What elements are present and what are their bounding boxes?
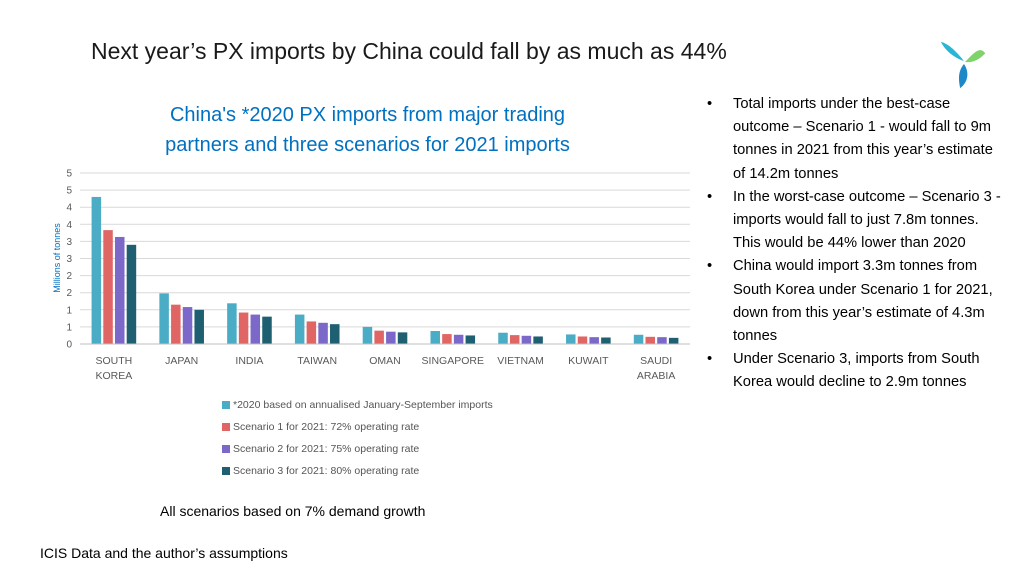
bar [238,312,249,344]
x-tick-label: VIETNAM [497,355,544,367]
bar [657,337,667,344]
legend-swatch [222,401,230,409]
bar [306,321,317,344]
legend-swatch [222,423,230,431]
bar [114,236,125,344]
bar [465,335,476,344]
y-tick-label: 5 [66,186,72,197]
x-tick-label: KUWAIT [568,355,609,367]
bar [633,334,644,344]
logo-petal-top [940,41,964,62]
bullet-item: Under Scenario 3, imports from South Kor… [705,348,1005,394]
y-tick-label: 5 [66,169,72,180]
legend-label: Scenario 1 for 2021: 72% operating rate [233,421,420,433]
bar [250,314,261,344]
y-tick-label: 1 [66,305,72,316]
x-tick-label: JAPAN [165,355,198,367]
bullet-item: In the worst-case outcome – Scenario 3 -… [705,186,1005,256]
bullet-list: Total imports under the best-case outcom… [705,93,1005,395]
y-tick-label: 2 [66,271,72,282]
source-note: ICIS Data and the author’s assumptions [40,545,288,561]
bullet-item: China would import 3.3m tonnes from Sout… [705,255,1005,348]
chart-title-line-2: partners and three scenarios for 2021 im… [165,134,570,156]
y-tick-label: 4 [66,203,72,214]
x-tick-label: OMAN [369,355,401,367]
y-axis-label: Millions of tonnes [52,223,62,293]
bar [577,336,588,344]
bar [159,293,169,344]
chart-title-line-1: China's *2020 PX imports from major trad… [169,104,566,126]
y-tick-label: 3 [66,254,72,265]
bar [318,322,328,344]
bar [374,330,384,344]
bar [171,304,181,344]
bar [645,336,656,344]
bar [397,332,408,344]
legend-item: Scenario 1 for 2021: 72% operating rate [222,416,493,438]
legend-item: Scenario 3 for 2021: 80% operating rate [222,460,493,482]
bar [589,337,599,344]
bar [509,335,520,344]
bar [194,309,204,344]
legend-label: *2020 based on annualised January-Septem… [233,399,493,411]
legend-label: Scenario 2 for 2021: 75% operating rate [233,443,420,455]
legend-swatch [222,445,230,453]
legend-swatch [222,467,230,475]
x-tick-label: KOREA [96,370,133,382]
x-tick-label: INDIA [235,355,263,367]
bar [566,334,576,344]
bar [262,316,272,344]
chart-legend: *2020 based on annualised January-Septem… [222,394,493,482]
bar [103,230,113,344]
bar [386,331,396,344]
chart-title: China's *2020 PX imports from major trad… [110,100,625,160]
bar [227,303,237,344]
bar [330,324,340,344]
bar [126,244,137,344]
bar [498,332,508,344]
bar [362,326,373,344]
bar [294,314,305,344]
y-tick-label: 2 [66,288,72,299]
bar [601,337,611,344]
legend-item: Scenario 2 for 2021: 75% operating rate [222,438,493,460]
bar [521,335,532,344]
bar [668,337,679,344]
bar [453,334,464,344]
x-tick-label: TAIWAN [297,355,337,367]
legend-label: Scenario 3 for 2021: 80% operating rate [233,465,420,477]
slide-title: Next year’s PX imports by China could fa… [91,38,727,64]
x-tick-label: SOUTH [96,355,133,367]
logo-petal-bottom [958,63,968,89]
x-tick-label: SAUDI [640,355,672,367]
tri-petal-logo-icon [940,41,986,89]
bar [91,196,102,344]
y-tick-label: 1 [66,322,72,333]
legend-item: *2020 based on annualised January-Septem… [222,394,493,416]
x-tick-label: ARABIA [637,370,676,382]
x-tick-label: SINGAPORE [422,355,484,367]
bar [442,334,452,344]
bar [182,307,193,344]
y-tick-label: 3 [66,237,72,248]
y-tick-label: 0 [66,340,72,351]
demand-note: All scenarios based on 7% demand growth [160,503,426,519]
y-tick-label: 4 [66,220,72,231]
logo-petal-right [964,50,986,63]
bullet-item: Total imports under the best-case outcom… [705,93,1005,186]
bar [430,331,440,344]
bar [533,336,543,344]
